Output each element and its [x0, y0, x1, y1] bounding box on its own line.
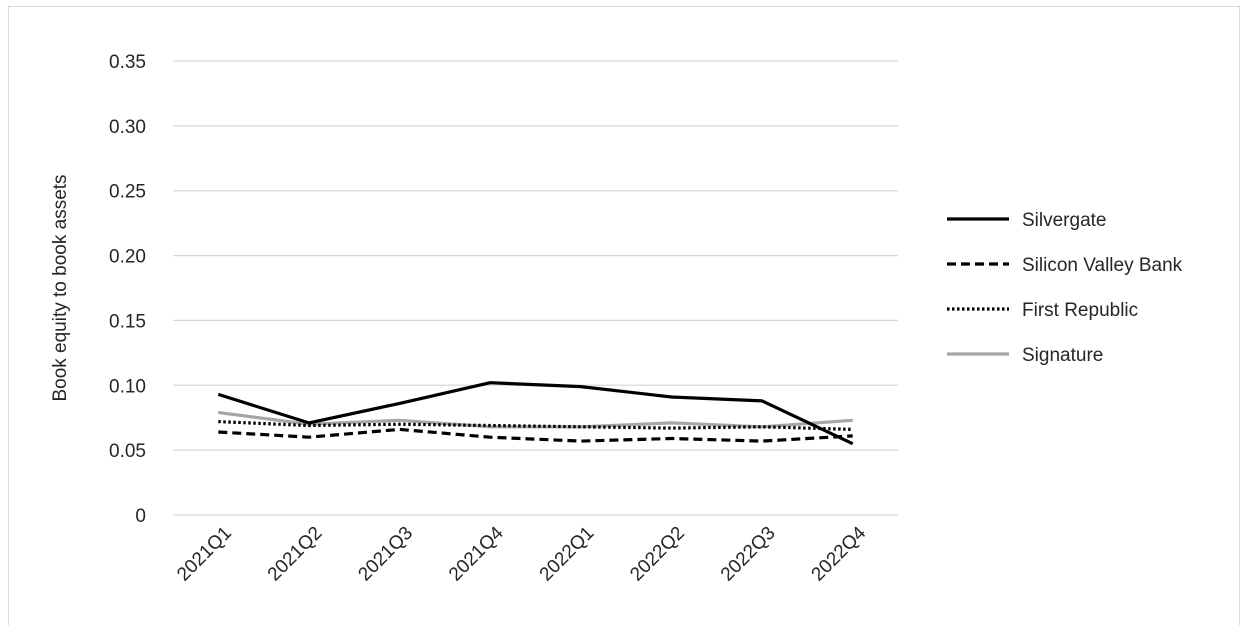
x-axis-ticks: 2021Q1 2021Q2 2021Q3 2021Q4 2022Q1 2022Q2 2022… [173, 522, 870, 585]
x-tick-label: 2021Q1 [173, 523, 236, 586]
x-tick-label: 2022Q2 [626, 523, 689, 586]
y-tick-label: 0.30 [109, 117, 146, 138]
legend: Silvergate Silicon Valley Bank First Repub… [947, 210, 1183, 366]
legend-label: Silicon Valley Bank [1022, 255, 1183, 276]
y-tick-label: 0.15 [109, 311, 146, 332]
x-tick-label: 2021Q4 [445, 522, 508, 585]
y-tick-label: 0 [135, 506, 146, 527]
x-tick-label: 2022Q3 [717, 523, 780, 586]
gridlines [173, 60, 898, 516]
series-lines [217, 381, 854, 446]
y-tick-label: 0.25 [109, 182, 146, 203]
x-tick-label: 2021Q2 [264, 523, 327, 586]
y-tick-label: 0.20 [109, 247, 146, 268]
series-line-silvergate [217, 381, 854, 446]
legend-label: First Republic [1022, 300, 1138, 321]
legend-label: Signature [1022, 345, 1103, 366]
y-axis-ticks: 0 0.05 0.10 0.15 0.20 0.25 0.30 0.35 [109, 52, 146, 527]
series-line-silicon-valley-bank [218, 427, 853, 443]
x-tick-label: 2021Q3 [354, 523, 417, 586]
y-tick-label: 0.35 [109, 52, 146, 73]
y-tick-label: 0.10 [109, 376, 146, 397]
legend-label: Silvergate [1022, 210, 1107, 231]
chart-frame [8, 6, 1240, 625]
x-tick-label: 2022Q4 [808, 522, 871, 585]
series-line-first-republic [218, 420, 853, 431]
y-axis-title: Book equity to book assets [50, 174, 71, 401]
y-tick-label: 0.05 [109, 441, 146, 462]
x-tick-label: 2022Q1 [536, 523, 599, 586]
